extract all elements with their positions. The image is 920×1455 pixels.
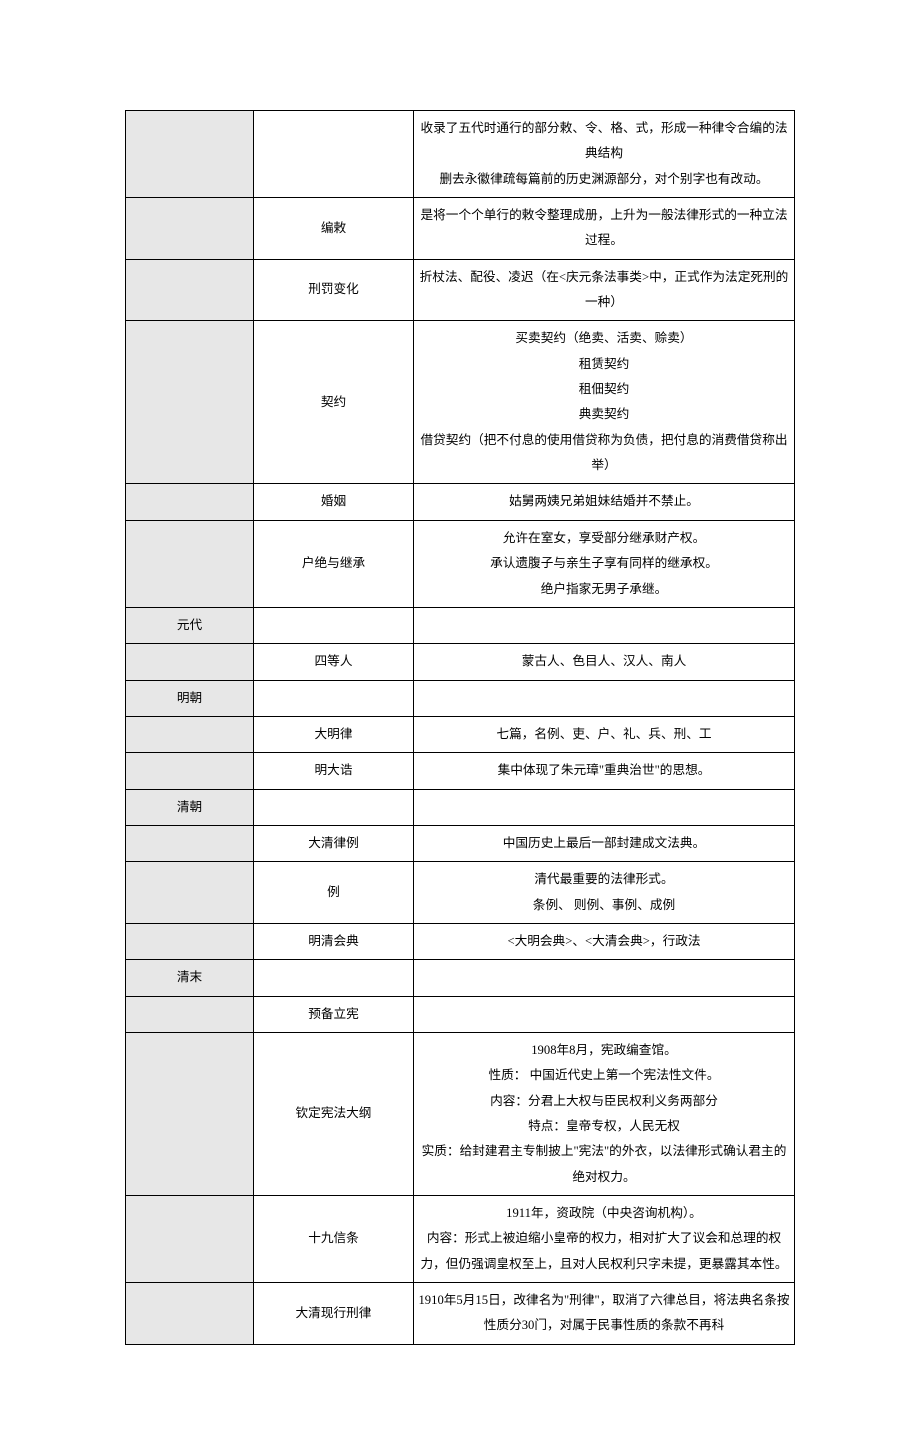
dynasty-cell xyxy=(126,996,254,1032)
table-row: 大明律七篇，名例、吏、户、礼、兵、刑、工 xyxy=(126,716,795,752)
content-cell: 买卖契约（绝卖、活卖、赊卖）租赁契约租佃契约典卖契约借贷契约（把不付息的使用借贷… xyxy=(414,321,795,484)
content-cell: 中国历史上最后一部封建成文法典。 xyxy=(414,825,795,861)
topic-cell xyxy=(254,680,414,716)
table-row: 钦定宪法大纲1908年8月，宪政编查馆。性质： 中国近代史上第一个宪法性文件。内… xyxy=(126,1032,795,1195)
dynasty-cell xyxy=(126,259,254,321)
dynasty-cell xyxy=(126,1283,254,1345)
topic-cell: 十九信条 xyxy=(254,1196,414,1283)
dynasty-cell xyxy=(126,484,254,520)
table-row: 刑罚变化折杖法、配役、凌迟（在<庆元条法事类>中，正式作为法定死刑的一种） xyxy=(126,259,795,321)
content-cell: <大明会典>、<大清会典>，行政法 xyxy=(414,923,795,959)
content-cell: 1911年，资政院（中央咨询机构）。内容：形式上被迫缩小皇帝的权力，相对扩大了议… xyxy=(414,1196,795,1283)
content-cell: 蒙古人、色目人、汉人、南人 xyxy=(414,644,795,680)
document-page: 收录了五代时通行的部分敕、令、格、式，形成一种律令合编的法典结构删去永徽律疏每篇… xyxy=(125,110,795,1345)
dynasty-cell xyxy=(126,825,254,861)
dynasty-cell: 元代 xyxy=(126,607,254,643)
dynasty-cell xyxy=(126,923,254,959)
table-row: 大清律例中国历史上最后一部封建成文法典。 xyxy=(126,825,795,861)
table-row: 十九信条1911年，资政院（中央咨询机构）。内容：形式上被迫缩小皇帝的权力，相对… xyxy=(126,1196,795,1283)
content-cell: 是将一个个单行的敕令整理成册，上升为一般法律形式的一种立法过程。 xyxy=(414,198,795,260)
topic-cell: 例 xyxy=(254,862,414,924)
table-row: 收录了五代时通行的部分敕、令、格、式，形成一种律令合编的法典结构删去永徽律疏每篇… xyxy=(126,111,795,198)
content-cell xyxy=(414,960,795,996)
dynasty-cell xyxy=(126,520,254,607)
dynasty-cell xyxy=(126,198,254,260)
topic-cell: 钦定宪法大纲 xyxy=(254,1032,414,1195)
table-row: 编敕是将一个个单行的敕令整理成册，上升为一般法律形式的一种立法过程。 xyxy=(126,198,795,260)
content-cell: 1910年5月15日，改律名为"刑律"，取消了六律总目，将法典名条按性质分30门… xyxy=(414,1283,795,1345)
dynasty-cell: 明朝 xyxy=(126,680,254,716)
content-cell: 折杖法、配役、凌迟（在<庆元条法事类>中，正式作为法定死刑的一种） xyxy=(414,259,795,321)
dynasty-cell xyxy=(126,644,254,680)
topic-cell: 大清律例 xyxy=(254,825,414,861)
topic-cell xyxy=(254,111,414,198)
dynasty-cell xyxy=(126,321,254,484)
content-cell: 1908年8月，宪政编查馆。性质： 中国近代史上第一个宪法性文件。内容：分君上大… xyxy=(414,1032,795,1195)
content-cell xyxy=(414,680,795,716)
dynasty-cell xyxy=(126,1196,254,1283)
topic-cell: 大明律 xyxy=(254,716,414,752)
topic-cell: 户绝与继承 xyxy=(254,520,414,607)
topic-cell: 明清会典 xyxy=(254,923,414,959)
table-row: 大清现行刑律1910年5月15日，改律名为"刑律"，取消了六律总目，将法典名条按… xyxy=(126,1283,795,1345)
content-cell: 收录了五代时通行的部分敕、令、格、式，形成一种律令合编的法典结构删去永徽律疏每篇… xyxy=(414,111,795,198)
table-row: 清末 xyxy=(126,960,795,996)
dynasty-cell xyxy=(126,716,254,752)
dynasty-cell xyxy=(126,753,254,789)
topic-cell xyxy=(254,960,414,996)
table-row: 明朝 xyxy=(126,680,795,716)
topic-cell: 明大诰 xyxy=(254,753,414,789)
content-cell: 集中体现了朱元璋"重典治世"的思想。 xyxy=(414,753,795,789)
legal-history-table: 收录了五代时通行的部分敕、令、格、式，形成一种律令合编的法典结构删去永徽律疏每篇… xyxy=(125,110,795,1345)
content-cell: 允许在室女，享受部分继承财产权。承认遗腹子与亲生子享有同样的继承权。绝户指家无男… xyxy=(414,520,795,607)
dynasty-cell: 清朝 xyxy=(126,789,254,825)
dynasty-cell: 清末 xyxy=(126,960,254,996)
topic-cell xyxy=(254,789,414,825)
content-cell xyxy=(414,789,795,825)
topic-cell: 刑罚变化 xyxy=(254,259,414,321)
dynasty-cell xyxy=(126,862,254,924)
table-row: 清朝 xyxy=(126,789,795,825)
table-row: 例清代最重要的法律形式。条例、 则例、事例、成例 xyxy=(126,862,795,924)
topic-cell: 大清现行刑律 xyxy=(254,1283,414,1345)
dynasty-cell xyxy=(126,1032,254,1195)
table-row: 四等人蒙古人、色目人、汉人、南人 xyxy=(126,644,795,680)
topic-cell: 预备立宪 xyxy=(254,996,414,1032)
content-cell: 清代最重要的法律形式。条例、 则例、事例、成例 xyxy=(414,862,795,924)
topic-cell: 编敕 xyxy=(254,198,414,260)
content-cell xyxy=(414,996,795,1032)
content-cell: 姑舅两姨兄弟姐妹结婚并不禁止。 xyxy=(414,484,795,520)
topic-cell: 四等人 xyxy=(254,644,414,680)
dynasty-cell xyxy=(126,111,254,198)
content-cell: 七篇，名例、吏、户、礼、兵、刑、工 xyxy=(414,716,795,752)
table-row: 预备立宪 xyxy=(126,996,795,1032)
topic-cell: 契约 xyxy=(254,321,414,484)
content-cell xyxy=(414,607,795,643)
table-row: 明大诰集中体现了朱元璋"重典治世"的思想。 xyxy=(126,753,795,789)
table-row: 元代 xyxy=(126,607,795,643)
table-row: 明清会典<大明会典>、<大清会典>，行政法 xyxy=(126,923,795,959)
table-body: 收录了五代时通行的部分敕、令、格、式，形成一种律令合编的法典结构删去永徽律疏每篇… xyxy=(126,111,795,1345)
table-row: 户绝与继承允许在室女，享受部分继承财产权。承认遗腹子与亲生子享有同样的继承权。绝… xyxy=(126,520,795,607)
topic-cell xyxy=(254,607,414,643)
topic-cell: 婚姻 xyxy=(254,484,414,520)
table-row: 契约买卖契约（绝卖、活卖、赊卖）租赁契约租佃契约典卖契约借贷契约（把不付息的使用… xyxy=(126,321,795,484)
table-row: 婚姻姑舅两姨兄弟姐妹结婚并不禁止。 xyxy=(126,484,795,520)
